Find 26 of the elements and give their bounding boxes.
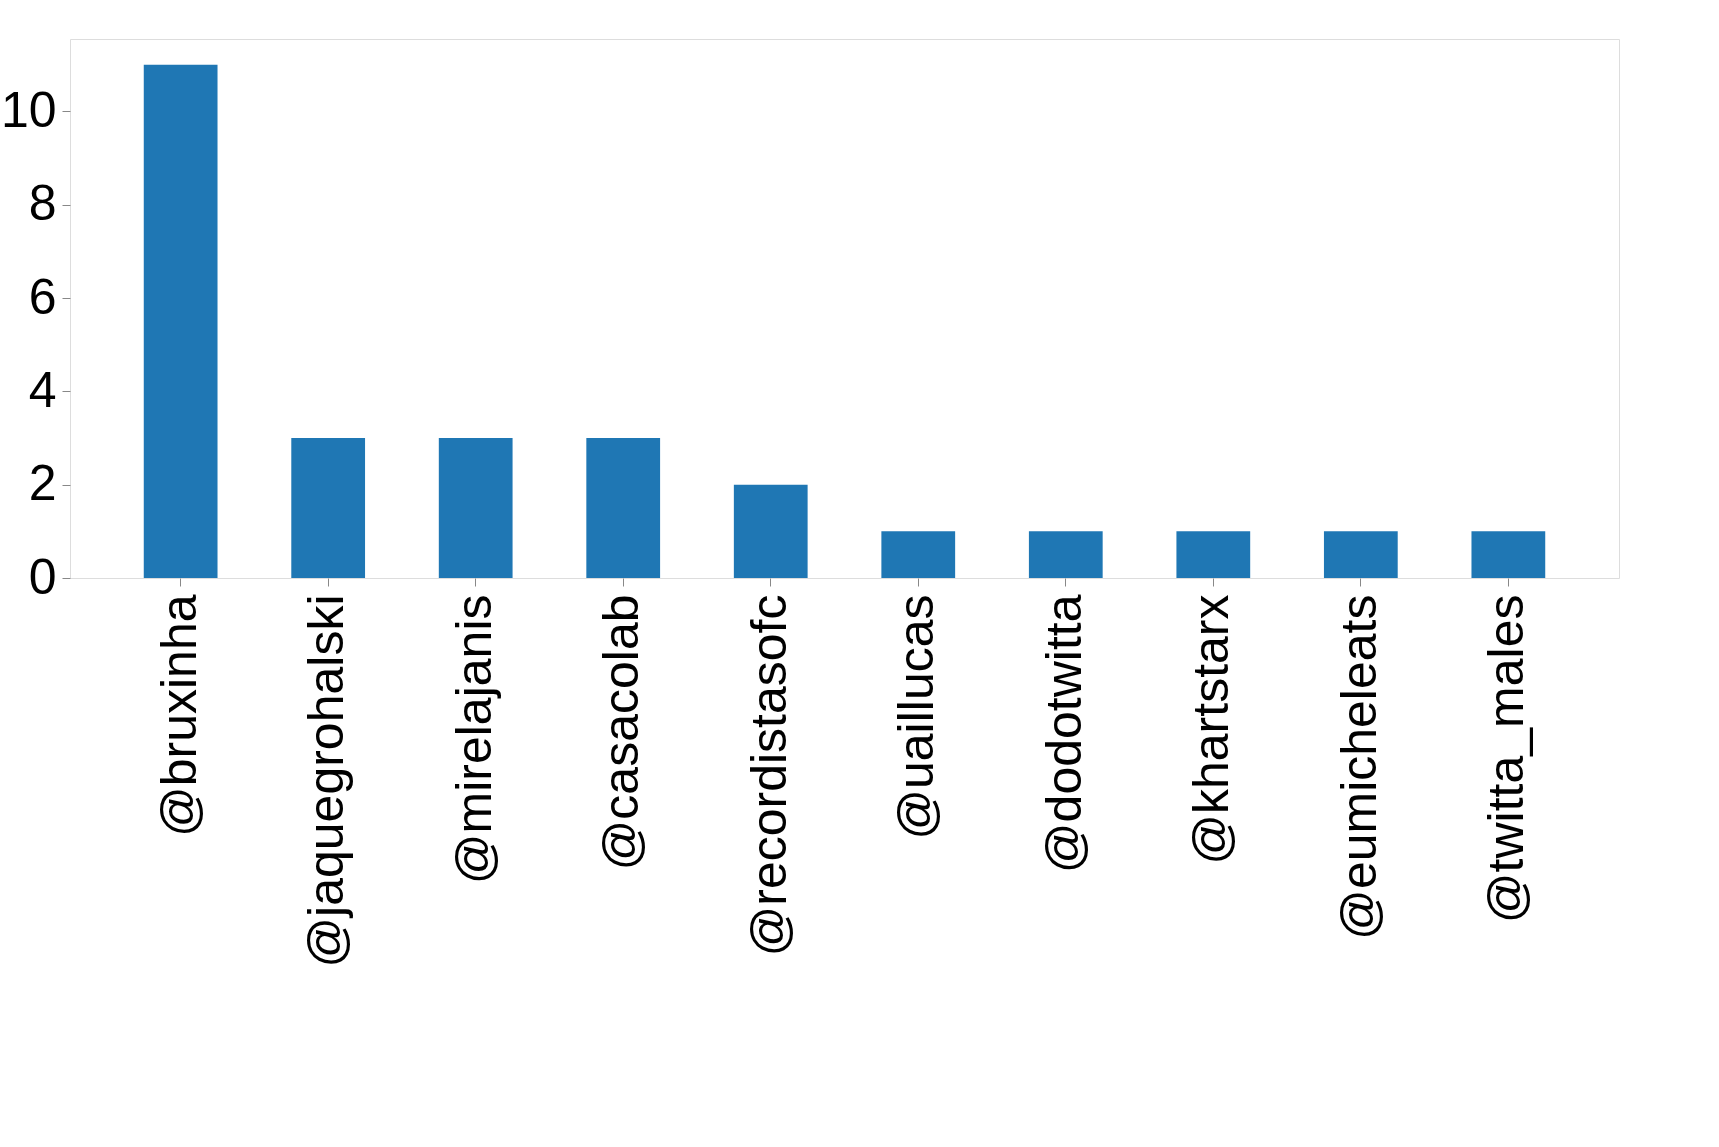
x-tick-label: @khartstarx	[1183, 594, 1240, 865]
x-tick-label: @dodotwitta	[1035, 594, 1092, 874]
x-tick-label: @eumicheleats	[1330, 594, 1387, 940]
y-tick-label: 6	[28, 268, 57, 325]
x-tick-label: @bruxinha	[150, 594, 207, 838]
y-tick-label: 8	[28, 175, 57, 232]
bar	[881, 531, 956, 578]
x-tick-label: @casacolab	[593, 594, 650, 871]
x-tick-label: @mirelajanis	[445, 594, 502, 885]
x-tick-label: @twitta_males	[1478, 594, 1535, 924]
y-tick-label: 0	[28, 548, 57, 605]
bar	[1028, 531, 1103, 578]
bar	[291, 438, 366, 578]
bar	[143, 64, 218, 578]
y-tick-label: 4	[28, 361, 57, 418]
x-tick-label: @recordistasofc	[740, 594, 797, 957]
x-tick-label: @jaquegrohalski	[298, 594, 355, 968]
bar	[1176, 531, 1251, 578]
y-tick-label: 10	[0, 81, 57, 138]
y-tick-label: 2	[28, 455, 57, 512]
bar	[1471, 531, 1546, 578]
bar	[733, 484, 808, 578]
bar	[1323, 531, 1398, 578]
bar	[586, 438, 661, 578]
bar	[438, 438, 513, 578]
x-tick-label: @uaillucas	[888, 594, 945, 840]
